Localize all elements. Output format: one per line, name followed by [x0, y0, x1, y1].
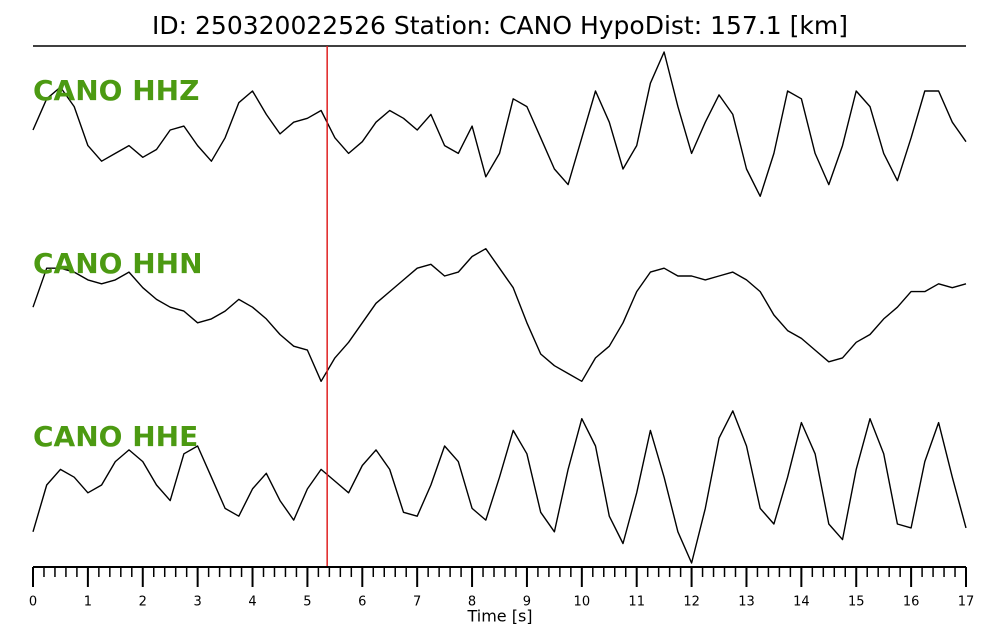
trace-label: CANO HHZ — [33, 74, 199, 107]
x-tick-label: 0 — [29, 595, 37, 610]
x-tick-label: 15 — [848, 595, 865, 610]
trace-label: CANO HHE — [33, 420, 198, 453]
chart-title: ID: 250320022526 Station: CANO HypoDist:… — [152, 11, 848, 40]
x-tick-label: 9 — [523, 595, 531, 610]
trace — [32, 51, 967, 197]
x-tick-label: 12 — [683, 595, 700, 610]
x-tick-label: 2 — [139, 595, 147, 610]
x-tick-label: 4 — [248, 595, 256, 610]
x-tick-label: 6 — [358, 595, 366, 610]
x-tick-label: 3 — [194, 595, 202, 610]
trace — [32, 248, 967, 382]
trace-label: CANO HHN — [33, 247, 203, 280]
x-tick-label: 11 — [628, 595, 645, 610]
x-tick-label: 13 — [738, 595, 755, 610]
trace — [32, 410, 967, 564]
x-tick-label: 17 — [958, 595, 975, 610]
x-tick-label: 16 — [903, 595, 920, 610]
x-tick-label: 14 — [793, 595, 810, 610]
x-tick-label: 5 — [303, 595, 311, 610]
x-tick-label: 10 — [574, 595, 591, 610]
x-axis-label: Time [s] — [466, 607, 532, 626]
x-tick-label: 1 — [84, 595, 92, 610]
x-tick-label: 7 — [413, 595, 421, 610]
x-tick-label: 8 — [468, 595, 476, 610]
